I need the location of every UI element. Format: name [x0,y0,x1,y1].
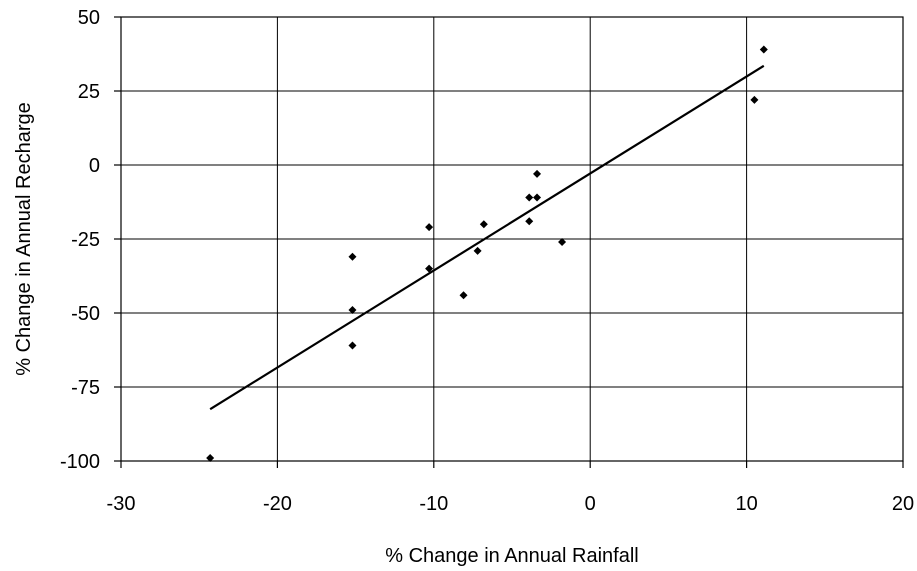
data-point [473,246,482,255]
x-tick-label: -30 [107,493,136,515]
trendline [209,64,765,411]
data-point [479,220,488,229]
y-tick-label: -75 [71,377,100,399]
data-point [533,193,542,202]
data-point [459,291,468,300]
data-point [348,306,357,315]
y-tick-label: -50 [71,303,100,325]
data-point [533,169,542,178]
data-point [759,45,768,54]
data-point [558,237,567,246]
y-tick-label: 0 [89,155,100,177]
y-tick-label: 50 [78,7,100,29]
y-tick-label: 25 [78,81,100,103]
y-tick-label: -100 [60,451,100,473]
x-tick-label: 0 [585,493,596,515]
data-point [425,223,434,232]
x-tick-label: 20 [892,493,914,515]
x-tick-label: 10 [735,493,757,515]
data-point [425,264,434,273]
x-axis-title: % Change in Annual Rainfall [385,545,639,567]
data-point [525,193,534,202]
x-tick-label: -20 [263,493,292,515]
data-point [525,217,534,226]
x-tick-label: -10 [419,493,448,515]
gridlines [120,16,904,462]
data-points [206,45,768,463]
data-point [348,252,357,261]
y-axis-title: % Change in Annual Recharge [13,102,35,376]
data-point [206,454,215,463]
data-point [348,341,357,350]
y-tick-label: -25 [71,229,100,251]
data-point [750,95,759,104]
trendline-group [209,64,765,411]
